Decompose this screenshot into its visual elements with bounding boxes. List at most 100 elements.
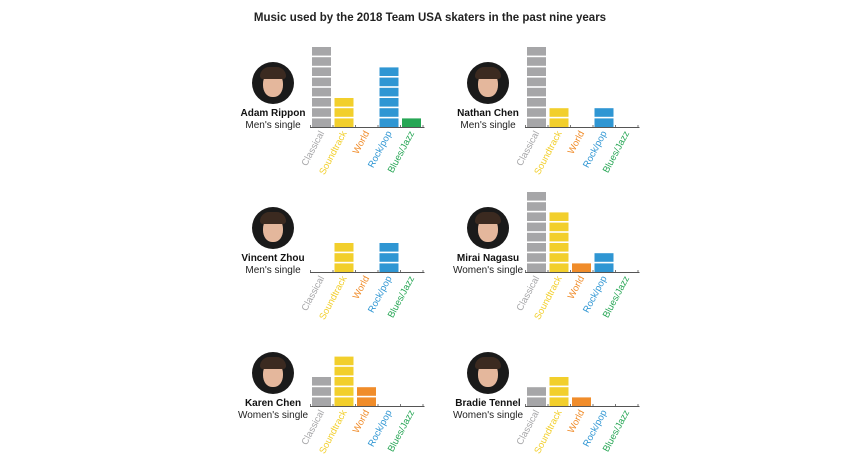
skater-name: Vincent Zhou bbox=[241, 253, 305, 264]
bar-segment-rock-pop bbox=[379, 108, 399, 117]
bar-segment-soundtrack bbox=[334, 108, 354, 117]
skater-name: Adam Rippon bbox=[240, 108, 306, 119]
skater-photo bbox=[467, 62, 509, 104]
bar-segment-classical bbox=[312, 397, 331, 406]
skater-name: Nathan Chen bbox=[457, 108, 519, 119]
bar-segment-classical bbox=[527, 232, 546, 242]
skater-name: Mirai Nagasu bbox=[456, 253, 520, 264]
bar-segment-soundtrack bbox=[334, 253, 354, 262]
bar-segment-rock-pop bbox=[594, 263, 614, 272]
skater-photo bbox=[252, 207, 294, 249]
bar-segment-rock-pop bbox=[379, 263, 399, 272]
bar-segment-classical bbox=[527, 77, 546, 87]
bar-segment-classical bbox=[527, 243, 546, 252]
skater-event: Men's single bbox=[245, 120, 301, 131]
bar-segment-classical bbox=[527, 387, 546, 396]
bar-segment-classical bbox=[527, 67, 546, 76]
bar-segment-classical bbox=[312, 377, 331, 386]
bar-segment-soundtrack bbox=[549, 387, 569, 396]
bar-segment-classical bbox=[527, 47, 546, 56]
bar-segment-blues-jazz bbox=[402, 118, 421, 127]
bar-segment-classical bbox=[312, 57, 331, 66]
bar-segment-classical bbox=[312, 108, 331, 117]
bar-segment-rock-pop bbox=[379, 253, 399, 262]
bar-segment-soundtrack bbox=[549, 397, 569, 406]
bar-segment-rock-pop bbox=[594, 108, 614, 117]
skater-photo bbox=[467, 207, 509, 249]
tick-label: World bbox=[351, 408, 372, 435]
bar-segment-rock-pop bbox=[594, 253, 614, 262]
skater-event: Men's single bbox=[245, 265, 301, 276]
bar-segment-classical bbox=[527, 263, 546, 272]
tick-label: World bbox=[566, 129, 587, 156]
bar-segment-classical bbox=[312, 98, 331, 107]
bar-segment-classical bbox=[312, 118, 331, 127]
bar-segment-soundtrack bbox=[549, 222, 569, 232]
bar-segment-classical bbox=[527, 192, 546, 201]
bar-segment-classical bbox=[527, 397, 546, 406]
bar-segment-classical bbox=[312, 87, 331, 97]
bar-segment-classical bbox=[527, 57, 546, 66]
skater-event: Women's single bbox=[452, 265, 524, 276]
bar-segment-soundtrack bbox=[334, 366, 354, 376]
bar-segment-classical bbox=[527, 108, 546, 117]
tick-label: World bbox=[566, 274, 587, 301]
bar-segment-classical bbox=[527, 212, 546, 221]
skater-event: Women's single bbox=[452, 410, 524, 421]
bar-segment-soundtrack bbox=[334, 118, 354, 127]
tick-label: World bbox=[351, 129, 372, 156]
bar-segment-soundtrack bbox=[549, 253, 569, 262]
bar-segment-soundtrack bbox=[334, 243, 354, 252]
bar-segment-classical bbox=[312, 67, 331, 76]
bar-segment-soundtrack bbox=[549, 108, 569, 117]
bar-segment-rock-pop bbox=[379, 243, 399, 252]
skater-name: Karen Chen bbox=[244, 398, 302, 409]
skater-name: Bradie Tennel bbox=[455, 398, 521, 409]
bar-segment-soundtrack bbox=[334, 397, 354, 406]
chart-title: Music used by the 2018 Team USA skaters … bbox=[253, 12, 607, 24]
skater-panel bbox=[0, 0, 200, 135]
bar-segment-soundtrack bbox=[334, 356, 354, 366]
skater-event: Women's single bbox=[237, 410, 309, 421]
bar-segment-world bbox=[357, 397, 376, 406]
bar-segment-classical bbox=[527, 202, 546, 211]
tick-label: World bbox=[566, 408, 587, 435]
bar-segment-classical bbox=[312, 387, 331, 396]
bar-segment-soundtrack bbox=[549, 377, 569, 386]
bar-segment-soundtrack bbox=[334, 263, 354, 272]
bar-segment-soundtrack bbox=[549, 118, 569, 127]
skater-photo bbox=[252, 352, 294, 394]
bar-segment-rock-pop bbox=[379, 118, 399, 127]
skater-event: Men's single bbox=[460, 120, 516, 131]
bar-segment-soundtrack bbox=[549, 243, 569, 252]
bar-segment-classical bbox=[527, 222, 546, 232]
bar-segment-soundtrack bbox=[549, 232, 569, 242]
bar-segment-classical bbox=[312, 77, 331, 87]
bar-segment-rock-pop bbox=[379, 98, 399, 107]
bar-segment-soundtrack bbox=[334, 377, 354, 386]
bar-segment-classical bbox=[527, 87, 546, 97]
bar-segment-soundtrack bbox=[334, 387, 354, 396]
skater-photo bbox=[467, 352, 509, 394]
bar-segment-rock-pop bbox=[379, 87, 399, 97]
bar-segment-soundtrack bbox=[549, 263, 569, 272]
bar-segment-classical bbox=[527, 98, 546, 107]
bar-segment-rock-pop bbox=[379, 77, 399, 87]
bar-segment-world bbox=[572, 263, 591, 272]
bar-segment-classical bbox=[527, 118, 546, 127]
bar-segment-rock-pop bbox=[594, 118, 614, 127]
tick-label: World bbox=[351, 274, 372, 301]
bar-segment-soundtrack bbox=[334, 98, 354, 107]
bar-segment-world bbox=[357, 387, 376, 396]
bar-segment-world bbox=[572, 397, 591, 406]
bar-segment-rock-pop bbox=[379, 67, 399, 76]
bar-segment-soundtrack bbox=[549, 212, 569, 221]
bar-segment-classical bbox=[527, 253, 546, 262]
bar-segment-classical bbox=[312, 47, 331, 56]
